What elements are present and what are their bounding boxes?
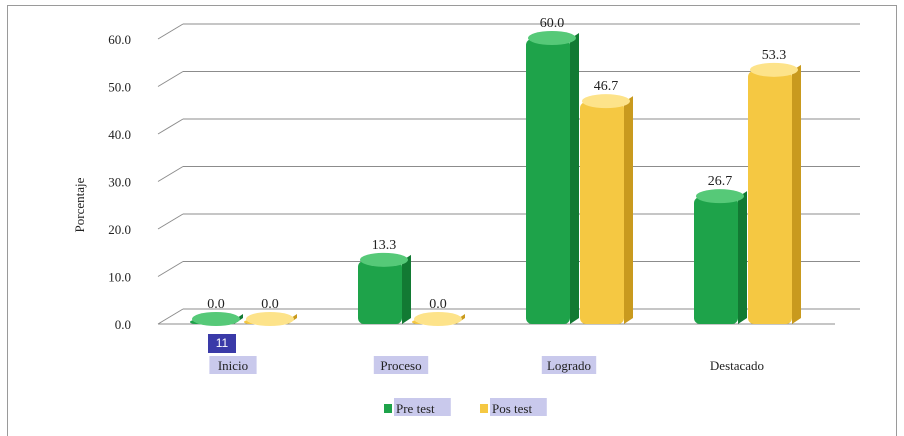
bar-pre-test (358, 260, 402, 324)
data-label: 0.0 (429, 297, 447, 312)
category-label: Destacado (710, 358, 764, 373)
category-highlight (373, 356, 429, 374)
data-label: 46.7 (594, 79, 619, 94)
bar-side (402, 254, 411, 324)
data-label: 0.0 (207, 297, 225, 312)
y-tick-label: 0.0 (115, 317, 131, 332)
bar-top (696, 189, 744, 204)
category-label: Proceso (380, 358, 421, 373)
bar-top (528, 31, 576, 45)
gridline-depth (157, 213, 184, 230)
legend-label: Pre test (396, 401, 435, 416)
y-tick-label: 30.0 (108, 175, 131, 190)
y-tick-label: 60.0 (108, 32, 131, 47)
bar-pos-test (580, 102, 624, 324)
bar-pos-test (748, 70, 792, 324)
y-tick-label: 20.0 (108, 222, 131, 237)
data-label: 60.0 (540, 16, 565, 31)
data-label: 0.0 (261, 297, 279, 312)
gridline-depth (157, 308, 184, 325)
gridline-depth (157, 118, 184, 135)
bar-side (624, 96, 633, 324)
bar-top (582, 94, 630, 109)
bar-top (360, 252, 408, 267)
category-label: Logrado (547, 358, 591, 373)
legend-highlight (394, 398, 451, 416)
gridline-depth (157, 261, 184, 277)
legend-label: Pos test (492, 401, 532, 416)
gridline-depth (157, 166, 184, 182)
category-highlight (541, 356, 597, 374)
bar-top (750, 62, 798, 77)
y-axis-label: Porcentaje (72, 177, 87, 232)
bar-top (414, 312, 462, 326)
category-highlight (209, 356, 257, 374)
y-tick-label: 50.0 (108, 80, 131, 95)
data-label: 26.7 (708, 174, 733, 189)
bar-top (246, 312, 294, 326)
data-label: 53.3 (762, 48, 787, 63)
y-tick-label: 10.0 (108, 270, 131, 285)
gridline-depth (157, 71, 184, 87)
bar-pre-test (694, 197, 738, 324)
legend-swatch-pre-test (384, 404, 392, 413)
legend-highlight (490, 398, 547, 416)
gridline-depth (157, 23, 184, 40)
legend-swatch-pos-test (480, 404, 488, 413)
bar-side (738, 191, 747, 324)
bar-pre-test (526, 39, 570, 324)
bar-side (792, 64, 801, 324)
bar-top (192, 312, 240, 326)
y-tick-label: 40.0 (108, 127, 131, 142)
category-label: Inicio (218, 358, 248, 373)
bar-side (570, 33, 579, 324)
data-label: 13.3 (372, 238, 397, 253)
annotation-badge: 11 (208, 334, 236, 353)
